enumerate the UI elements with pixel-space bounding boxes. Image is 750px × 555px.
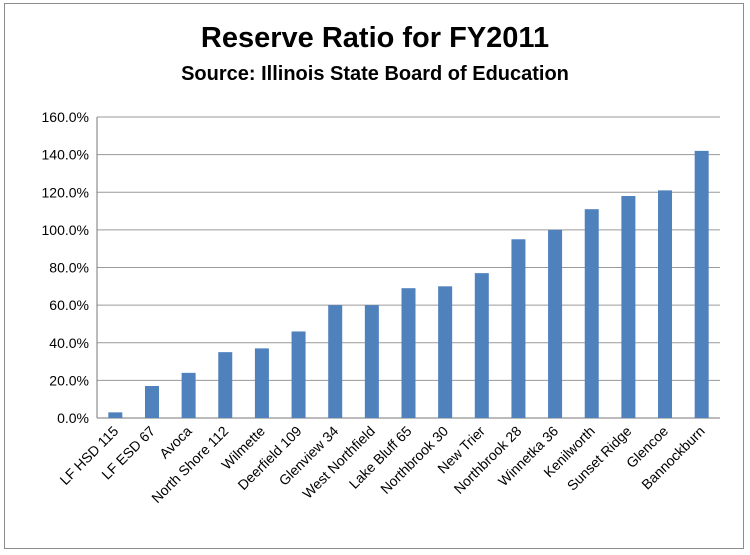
bar xyxy=(438,286,453,418)
bar xyxy=(254,348,269,418)
bar xyxy=(108,412,123,418)
bar xyxy=(291,331,306,418)
y-tick-label: 140.0% xyxy=(42,147,89,163)
chart-title: Reserve Ratio for FY2011 xyxy=(200,22,550,54)
bar xyxy=(144,386,159,418)
bar xyxy=(548,229,563,418)
bars xyxy=(108,150,709,419)
y-tick-label: 20.0% xyxy=(49,372,89,388)
y-tick-label: 120.0% xyxy=(42,184,89,200)
bar xyxy=(328,305,343,418)
y-tick-label: 0.0% xyxy=(57,410,89,426)
y-tick-label: 80.0% xyxy=(49,260,89,276)
bar xyxy=(584,209,599,418)
chart-subtitle: Source: Illinois State Board of Educatio… xyxy=(181,63,569,85)
bar xyxy=(401,288,416,418)
y-tick-label: 160.0% xyxy=(42,109,89,125)
bar xyxy=(658,190,673,418)
y-axis: 0.0% 20.0% 40.0% 60.0% 80.0% 100.0% 120.0% 140.… xyxy=(42,109,720,426)
bar xyxy=(621,196,636,418)
y-tick-label: 40.0% xyxy=(49,335,89,351)
y-tick-label: 100.0% xyxy=(42,222,89,238)
chart-frame xyxy=(4,3,744,549)
bar xyxy=(474,273,489,418)
bar xyxy=(694,150,709,419)
bar xyxy=(364,305,379,418)
bar xyxy=(511,239,526,418)
bar xyxy=(218,352,233,418)
y-tick-label: 60.0% xyxy=(49,297,89,313)
bar xyxy=(181,372,196,418)
